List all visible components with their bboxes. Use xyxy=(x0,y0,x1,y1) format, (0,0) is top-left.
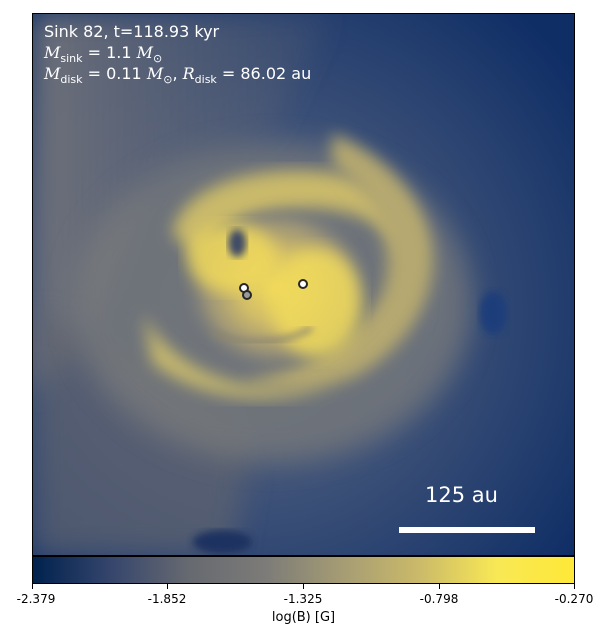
colorbar-tick xyxy=(439,584,440,589)
scale-bar xyxy=(399,527,535,533)
colorbar-tick-label: -1.852 xyxy=(147,592,187,606)
colorbar-tick xyxy=(32,584,33,589)
field-image xyxy=(33,14,574,555)
msink-unit: M xyxy=(136,43,154,62)
colorbar-tick-label: -0.798 xyxy=(419,592,459,606)
msink-symbol: M xyxy=(44,43,61,62)
colorbar-tick xyxy=(303,584,304,589)
sink-title: Sink 82, t=118.93 kyr xyxy=(44,22,220,41)
colorbar-tick xyxy=(167,584,168,589)
disk-properties-label: Mdisk = 0.11 M⊙, Rdisk = 86.02 au xyxy=(44,64,311,90)
colorbar-label: log(B) [G] xyxy=(271,610,336,625)
rdisk-symbol: R xyxy=(182,64,195,83)
mdisk-separator: , xyxy=(172,64,183,83)
sink-mass-label: Msink = 1.1 M⊙ xyxy=(44,43,162,69)
colorbar-tick-label: -1.325 xyxy=(283,592,323,606)
mdisk-unit-subscript: ⊙ xyxy=(163,73,173,87)
colorbar xyxy=(32,556,575,584)
msink-unit-subscript: ⊙ xyxy=(153,52,163,66)
sink-marker-b xyxy=(242,290,252,300)
rdisk-subscript: disk xyxy=(194,73,217,87)
msink-subscript: sink xyxy=(60,52,83,66)
mdisk-unit: M xyxy=(146,64,164,83)
sink-marker-c xyxy=(298,279,308,289)
colorbar-tick xyxy=(574,584,575,589)
colorbar-tick-label: -0.270 xyxy=(554,592,594,606)
rdisk-value: = 86.02 au xyxy=(216,64,312,83)
mdisk-value: = 0.11 xyxy=(82,64,147,83)
mdisk-symbol: M xyxy=(44,64,61,83)
mdisk-subscript: disk xyxy=(60,73,83,87)
scale-bar-label: 125 au xyxy=(425,483,498,507)
colorbar-tick-label: -2.379 xyxy=(16,592,56,606)
msink-value: = 1.1 xyxy=(82,43,137,62)
magnetic-field-map: Sink 82, t=118.93 kyr Msink = 1.1 M⊙ Mdi… xyxy=(32,13,575,556)
